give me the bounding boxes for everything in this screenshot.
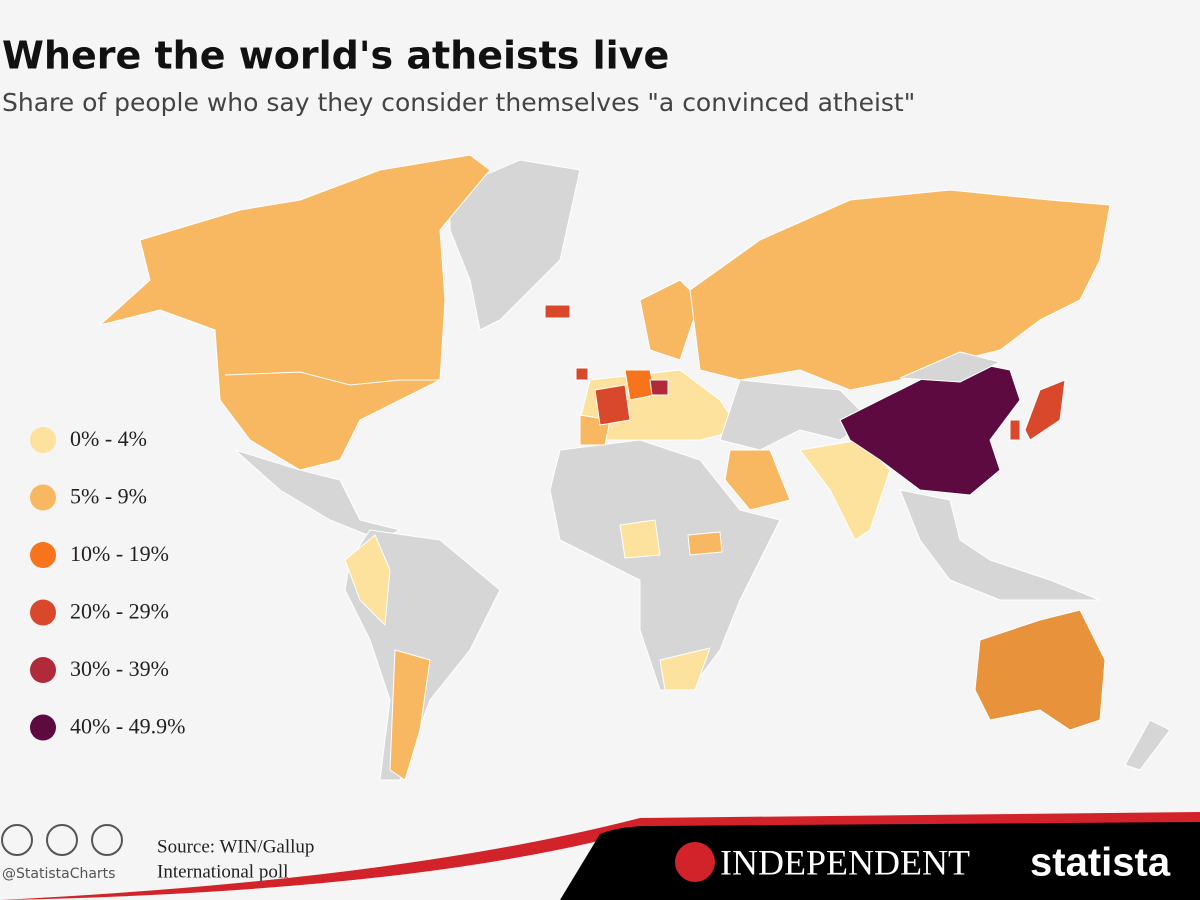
legend-swatch	[30, 714, 56, 741]
australia	[974, 609, 1106, 731]
legend-swatch	[30, 427, 56, 453]
peru	[344, 534, 391, 626]
legend-label: 30% - 39%	[70, 656, 169, 681]
scandinavia	[639, 279, 701, 361]
legend-swatch	[30, 657, 56, 683]
south-sudan	[687, 531, 723, 556]
france	[594, 384, 631, 426]
legend-swatch	[30, 542, 56, 568]
legend-label: 5% - 9%	[70, 484, 147, 509]
south-africa	[659, 647, 711, 691]
brand: INDEPENDENT	[720, 842, 970, 882]
nigeria	[619, 519, 661, 559]
saudi-arabia	[724, 449, 791, 511]
legend: 0% - 4% 5% - 9% 10% - 19% 20% - 29% 30% - 39…	[30, 426, 185, 741]
legend-label: 40% - 49.9%	[70, 714, 185, 739]
central-america	[234, 449, 401, 541]
legend-label: 0% - 4%	[70, 426, 147, 451]
nd-icon	[91, 824, 123, 856]
source: International poll	[157, 861, 288, 882]
central-asia	[719, 379, 871, 451]
new-zealand	[1124, 719, 1171, 771]
czechia	[649, 379, 669, 396]
north-america	[99, 154, 491, 471]
border	[224, 371, 440, 386]
by-icon	[46, 824, 78, 856]
license-icons	[1, 824, 123, 856]
brand: statista	[1030, 841, 1171, 885]
southeast-asia	[899, 489, 1101, 601]
footer-band	[560, 822, 1200, 900]
red-swoosh	[0, 812, 1200, 900]
legend-swatch	[30, 484, 56, 511]
title: Where the world's atheists live	[2, 34, 669, 78]
mongolia	[899, 351, 1001, 383]
iceland	[544, 304, 571, 319]
ireland	[575, 367, 589, 381]
handle: @StatistaCharts	[2, 866, 115, 882]
legend-label: 20% - 29%	[70, 599, 169, 624]
world-map	[99, 154, 1171, 781]
legend-label: 10% - 19%	[70, 541, 169, 566]
japan	[1024, 379, 1066, 441]
subtitle: Share of people who say they consider th…	[2, 88, 915, 117]
cc-icon	[1, 824, 33, 856]
korea	[1009, 419, 1021, 441]
argentina	[389, 649, 431, 781]
independent-logo	[675, 842, 715, 882]
russia	[689, 189, 1111, 391]
greenland	[449, 159, 581, 331]
legend-swatch	[30, 599, 56, 626]
source: Source: WIN/Gallup	[157, 836, 314, 857]
